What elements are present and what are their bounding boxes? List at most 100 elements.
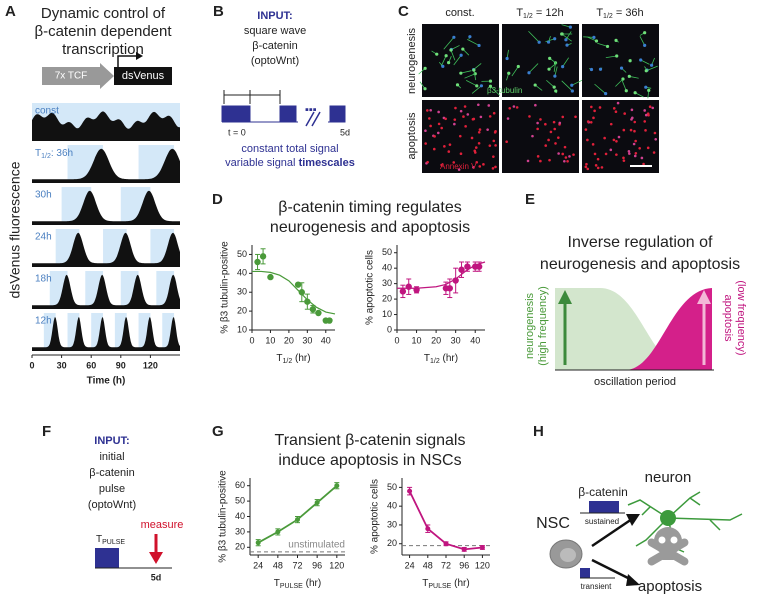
- cell: [650, 63, 654, 67]
- neurite: [528, 63, 539, 74]
- cell: [515, 106, 519, 109]
- neurite: [621, 79, 627, 91]
- light-on: [162, 313, 175, 351]
- cell: [440, 163, 443, 167]
- y-tick-label: 50: [235, 495, 245, 505]
- cell: [594, 39, 599, 43]
- text: β-catenin: [89, 467, 134, 479]
- fit-line: [397, 261, 486, 289]
- cell: [643, 109, 646, 112]
- cell: [627, 150, 631, 153]
- cell: [633, 91, 637, 95]
- row-label: const: [35, 106, 59, 117]
- text: constant total signal: [241, 143, 338, 155]
- text: apoptosis: [722, 294, 734, 342]
- title: β-catenin dependent: [34, 23, 172, 40]
- cell: [471, 117, 475, 121]
- neurite: [453, 54, 462, 66]
- x-tick-label: 40: [470, 335, 480, 345]
- arrowhead: [558, 290, 572, 304]
- cell: [619, 66, 624, 70]
- y-axis-label: % β3 tubulin-positive: [218, 470, 229, 563]
- cell: [644, 113, 648, 117]
- cell: [491, 167, 495, 170]
- x-tick-label: 20: [284, 335, 294, 345]
- column-label: T: [596, 7, 603, 19]
- cell: [423, 87, 427, 91]
- cell: [591, 143, 595, 146]
- cell: [552, 120, 556, 124]
- text: 5d: [151, 572, 162, 582]
- y-tick-label: 30: [237, 287, 247, 297]
- point: [255, 540, 261, 546]
- x-tick-label: 96: [312, 560, 322, 570]
- neuron-body: [660, 510, 676, 526]
- cell: [459, 71, 463, 75]
- x-tick-label: 30: [57, 360, 67, 370]
- cell: [589, 67, 594, 72]
- cell: [593, 152, 597, 156]
- cell: [544, 122, 547, 126]
- point: [475, 263, 483, 270]
- neurite: [528, 30, 540, 43]
- cell: [647, 88, 651, 92]
- cell: [572, 153, 575, 156]
- neurite: [548, 62, 557, 70]
- cell: [652, 151, 656, 154]
- cell: [447, 61, 451, 65]
- x-tick-label: 24: [253, 560, 263, 570]
- cell: [630, 118, 633, 121]
- x-tick-label: 96: [459, 560, 469, 570]
- x-tick-label: 10: [265, 335, 275, 345]
- point: [461, 546, 467, 552]
- light-on: [67, 313, 80, 351]
- point: [413, 286, 420, 294]
- cell: [592, 35, 596, 39]
- cell: [622, 156, 625, 160]
- neurite: [471, 85, 482, 94]
- x-tick-label: 10: [412, 335, 422, 345]
- skull: [647, 527, 689, 566]
- line: [408, 490, 483, 551]
- cell: [424, 142, 427, 145]
- row-label: 1/2: [41, 153, 51, 160]
- panel-letter: A: [5, 3, 16, 20]
- neurite: [443, 37, 455, 50]
- cell: [428, 117, 431, 120]
- cell: [548, 158, 551, 162]
- text: TPULSE: [96, 534, 125, 546]
- cell: [654, 137, 658, 141]
- x-axis-label: (hr): [440, 353, 458, 364]
- cell: [642, 162, 645, 166]
- x-axis-label: PULSE: [428, 583, 451, 590]
- cell: [585, 162, 588, 166]
- arrow: [591, 517, 633, 548]
- cell: [536, 155, 540, 158]
- cell: [477, 141, 481, 145]
- cell: [487, 104, 491, 107]
- cell: [644, 69, 648, 73]
- text: INPUT:: [94, 435, 129, 447]
- row-label: apoptosis: [406, 112, 418, 160]
- x-axis-label: T1/2 (hr): [276, 353, 310, 365]
- cell: [461, 47, 465, 51]
- pulse: [95, 548, 119, 568]
- cell: [488, 79, 493, 83]
- cell: [640, 156, 644, 160]
- cell: [492, 155, 495, 158]
- x-tick-label: 30: [451, 335, 461, 345]
- cell: [634, 151, 638, 155]
- cell: [505, 140, 508, 143]
- point: [407, 488, 413, 494]
- cell: [492, 139, 496, 143]
- cell: [565, 43, 569, 47]
- cell: [426, 109, 429, 112]
- panel-letter: B: [213, 3, 224, 20]
- text: initial: [99, 451, 124, 463]
- neurite: [571, 79, 583, 86]
- cell: [589, 120, 593, 124]
- x-tick-label: 72: [441, 560, 451, 570]
- cell: [536, 121, 539, 125]
- reference-label: unstimulated: [288, 540, 345, 551]
